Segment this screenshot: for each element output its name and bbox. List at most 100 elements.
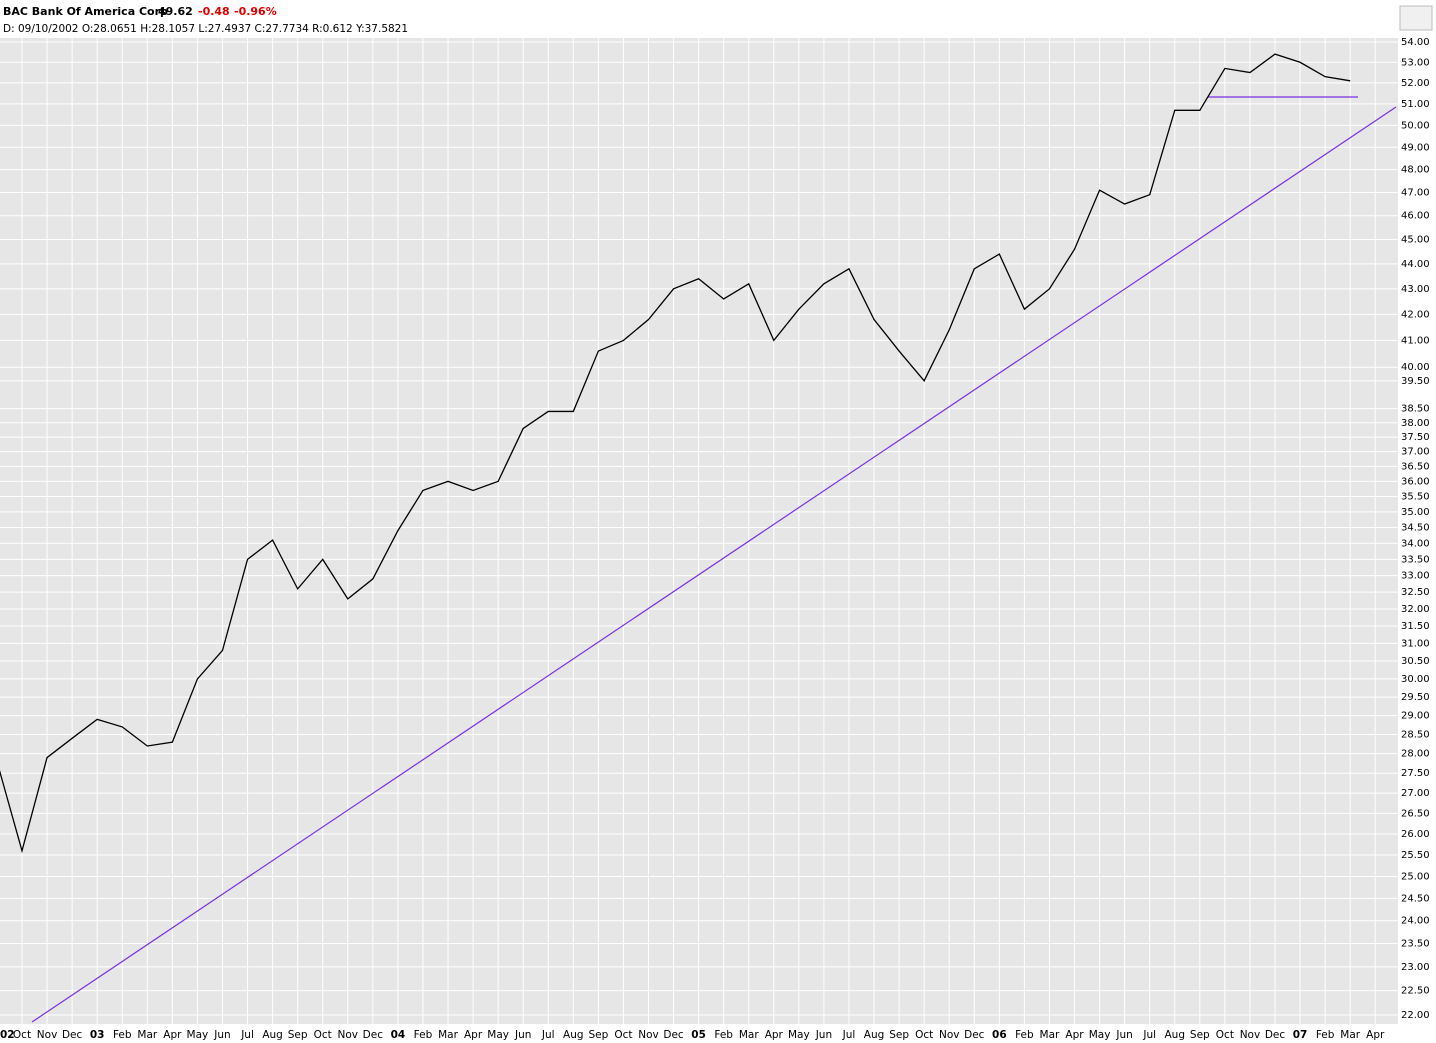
x-tick-label: 05 — [691, 1029, 706, 1041]
x-tick-label: Jul — [541, 1029, 555, 1041]
x-tick-label: Jul — [240, 1029, 254, 1041]
y-tick-label: 37.50 — [1401, 432, 1430, 443]
y-tick-label: 30.00 — [1401, 674, 1430, 685]
y-tick-label: 22.00 — [1401, 1010, 1430, 1021]
x-tick-label: May — [1089, 1029, 1111, 1041]
x-tick-label: Apr — [1065, 1029, 1084, 1041]
change-pct: -0.96% — [234, 5, 277, 18]
x-tick-label: Oct — [13, 1029, 31, 1041]
x-tick-label: Mar — [137, 1029, 157, 1041]
x-tick-label: May — [487, 1029, 509, 1041]
x-tick-label: Mar — [739, 1029, 759, 1041]
x-tick-label: Jun — [514, 1029, 531, 1041]
x-tick-label: Jun — [213, 1029, 230, 1041]
x-tick-label: Mar — [1040, 1029, 1060, 1041]
y-tick-label: 45.00 — [1401, 235, 1430, 246]
x-tick-label: May — [187, 1029, 209, 1041]
y-tick-label: 28.50 — [1401, 730, 1430, 741]
y-tick-label: 46.00 — [1401, 211, 1430, 222]
y-tick-label: 25.50 — [1401, 850, 1430, 861]
y-tick-label: 35.50 — [1401, 492, 1430, 503]
y-tick-label: 39.50 — [1401, 376, 1430, 387]
x-tick-label: Aug — [262, 1029, 283, 1041]
x-tick-label: 04 — [391, 1029, 406, 1041]
y-tick-label: 32.00 — [1401, 604, 1430, 615]
x-tick-label: 03 — [90, 1029, 105, 1041]
x-tick-label: Jun — [1115, 1029, 1132, 1041]
x-tick-label: Dec — [363, 1029, 384, 1041]
x-tick-label: Mar — [1340, 1029, 1360, 1041]
change: -0.48 — [198, 5, 230, 18]
symbol: BAC Bank Of America Corp — [3, 5, 168, 18]
trend-line — [31, 106, 1397, 1023]
y-tick-label: 30.50 — [1401, 656, 1430, 667]
y-tick-label: 23.00 — [1401, 962, 1430, 973]
grid — [0, 38, 1398, 1024]
x-tick-label: Jun — [815, 1029, 832, 1041]
y-tick-label: 24.50 — [1401, 893, 1430, 904]
x-tick-label: Feb — [1015, 1029, 1034, 1041]
y-tick-label: 26.00 — [1401, 829, 1430, 840]
x-tick-label: Sep — [889, 1029, 909, 1041]
x-tick-label: Feb — [414, 1029, 433, 1041]
bar-detail: D: 09/10/2002 O:28.0651 H:28.1057 L:27.4… — [3, 23, 408, 35]
y-tick-label: 33.00 — [1401, 571, 1430, 582]
y-tick-label: 47.00 — [1401, 187, 1430, 198]
y-tick-label: 33.50 — [1401, 554, 1430, 565]
y-tick-label: 43.00 — [1401, 284, 1430, 295]
last-price: 49.62 — [158, 5, 193, 18]
y-tick-label: 35.00 — [1401, 507, 1430, 518]
x-tick-label: Apr — [163, 1029, 182, 1041]
y-tick-label: 36.50 — [1401, 461, 1430, 472]
x-tick-label: Oct — [314, 1029, 332, 1041]
x-tick-label: Dec — [1265, 1029, 1286, 1041]
x-tick-label: Feb — [113, 1029, 132, 1041]
x-tick-label: Oct — [915, 1029, 933, 1041]
x-tick-label: Aug — [864, 1029, 885, 1041]
y-tick-label: 32.50 — [1401, 587, 1430, 598]
x-tick-label: Sep — [288, 1029, 308, 1041]
y-tick-label: 48.00 — [1401, 165, 1430, 176]
x-tick-label: 07 — [1293, 1029, 1308, 1041]
x-tick-label: Oct — [1216, 1029, 1234, 1041]
y-tick-label: 41.00 — [1401, 335, 1430, 346]
x-tick-label: Apr — [464, 1029, 483, 1041]
marks — [0, 53, 1351, 854]
x-tick-label: May — [788, 1029, 810, 1041]
y-tick-label: 24.00 — [1401, 916, 1430, 927]
x-tick-label: Oct — [614, 1029, 632, 1041]
y-tick-label: 51.00 — [1401, 99, 1430, 110]
x-tick-label: Mar — [438, 1029, 458, 1041]
y-tick-label: 34.00 — [1401, 538, 1430, 549]
x-tick-label: Sep — [1190, 1029, 1210, 1041]
y-tick-label: 36.00 — [1401, 476, 1430, 487]
x-tick-label: Feb — [714, 1029, 733, 1041]
x-tick-label: Aug — [563, 1029, 584, 1041]
x-tick-label: Dec — [663, 1029, 684, 1041]
settings-button[interactable] — [1399, 5, 1433, 31]
x-tick-label: Dec — [964, 1029, 985, 1041]
y-tick-label: 28.00 — [1401, 749, 1430, 760]
y-tick-label: 31.00 — [1401, 638, 1430, 649]
x-tick-label: Aug — [1165, 1029, 1186, 1041]
y-tick-label: 38.00 — [1401, 418, 1430, 429]
y-tick-label: 23.50 — [1401, 939, 1430, 950]
y-tick-label: 37.00 — [1401, 447, 1430, 458]
x-tick-label: Feb — [1316, 1029, 1335, 1041]
y-tick-label: 27.00 — [1401, 788, 1430, 799]
y-tick-label: 26.50 — [1401, 808, 1430, 819]
x-tick-label: 02 — [0, 1029, 15, 1041]
y-tick-label: 50.00 — [1401, 120, 1430, 131]
x-tick-label: Apr — [1366, 1029, 1385, 1041]
y-tick-label: 25.00 — [1401, 871, 1430, 882]
y-tick-label: 42.00 — [1401, 309, 1430, 320]
y-tick-label: 22.50 — [1401, 986, 1430, 997]
y-tick-label: 31.50 — [1401, 621, 1430, 632]
y-tick-label: 29.50 — [1401, 692, 1430, 703]
x-tick-label: 06 — [992, 1029, 1007, 1041]
y-tick-label: 29.00 — [1401, 711, 1430, 722]
y-tick-label: 52.00 — [1401, 78, 1430, 89]
x-tick-label: Nov — [37, 1029, 58, 1041]
